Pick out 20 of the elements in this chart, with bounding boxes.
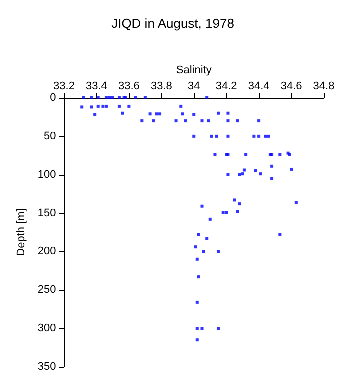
x-tick-label: 34.8 xyxy=(313,80,335,92)
y-tick-label: 0 xyxy=(50,92,56,104)
y-tick-label: 300 xyxy=(38,322,56,335)
x-tick-label: 33.8 xyxy=(150,80,172,92)
y-tick-label: 100 xyxy=(38,168,56,181)
x-tick-label: 34.4 xyxy=(248,80,270,92)
y-tick-label: 350 xyxy=(38,361,56,373)
x-tick-label: 34.6 xyxy=(280,80,302,92)
x-axis-title: Salinity xyxy=(176,64,212,76)
chart-title: JIQD in August, 1978 xyxy=(112,16,234,31)
x-tick-label: 33.2 xyxy=(54,80,75,92)
x-tick-label: 33.4 xyxy=(86,80,108,92)
x-tick-label: 34.2 xyxy=(216,80,238,92)
y-axis-title: Depth [m] xyxy=(16,208,28,256)
x-tick-label: 34 xyxy=(188,80,200,92)
y-tick-label: 50 xyxy=(44,130,56,142)
x-tick-label: 33.6 xyxy=(118,80,140,92)
y-tick-label: 200 xyxy=(38,246,56,258)
y-tick-label: 250 xyxy=(38,284,56,296)
y-tick-label: 150 xyxy=(38,207,56,220)
